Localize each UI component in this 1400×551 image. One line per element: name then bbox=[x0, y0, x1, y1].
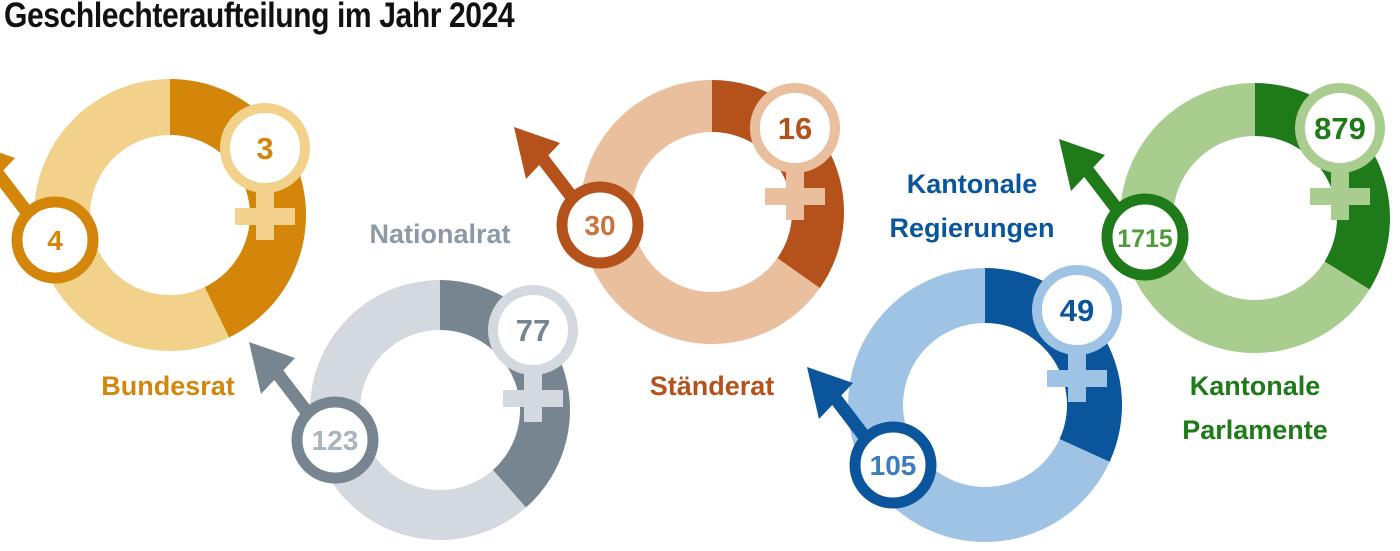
female-symbol-icon: 49 bbox=[1032, 265, 1122, 402]
chart-label: Kantonale bbox=[1190, 371, 1321, 401]
female-symbol-icon: 16 bbox=[750, 83, 840, 220]
female-count: 3 bbox=[256, 131, 273, 166]
male-symbol-icon: 105 bbox=[807, 367, 937, 509]
male-arrow-head bbox=[807, 367, 853, 419]
chart-label: Nationalrat bbox=[369, 219, 510, 249]
male-count: 4 bbox=[47, 225, 63, 256]
male-symbol-icon: 30 bbox=[514, 127, 644, 269]
male-segment bbox=[34, 79, 230, 351]
male-count: 123 bbox=[312, 425, 359, 456]
male-arrow-head bbox=[1059, 139, 1105, 191]
female-crossbar bbox=[1310, 188, 1370, 205]
chart-label: Parlamente bbox=[1182, 415, 1328, 445]
male-circle bbox=[556, 181, 644, 269]
male-count: 30 bbox=[584, 210, 615, 241]
male-segment bbox=[1120, 83, 1370, 353]
donut-kantonale-parlamente: 1715 879 Kantonale Parlamente bbox=[1059, 83, 1390, 445]
male-circle bbox=[11, 196, 99, 284]
female-count: 16 bbox=[778, 111, 812, 146]
donut-bundesrat: 4 3 Bundesrat bbox=[0, 79, 310, 401]
male-arrow-head bbox=[0, 152, 15, 174]
female-symbol-icon: 77 bbox=[488, 285, 578, 422]
donut-nationalrat: 123 77 Nationalrat bbox=[249, 219, 578, 541]
female-circle bbox=[1295, 83, 1385, 173]
chart-label: Kantonale bbox=[907, 169, 1038, 199]
female-crossbar bbox=[765, 188, 825, 205]
donut-kantonale-regierungen: 105 49 Kantonale Regierungen bbox=[807, 169, 1122, 542]
male-segment bbox=[580, 80, 820, 345]
male-arrow-shaft bbox=[0, 166, 32, 216]
female-crossbar bbox=[235, 208, 295, 225]
female-count: 77 bbox=[516, 313, 550, 348]
male-circle bbox=[849, 421, 937, 509]
female-count: 879 bbox=[1314, 111, 1366, 146]
female-circle bbox=[750, 83, 840, 173]
female-symbol-icon: 879 bbox=[1295, 83, 1385, 220]
male-symbol-icon: 123 bbox=[249, 342, 379, 484]
male-circle bbox=[1101, 193, 1189, 281]
male-symbol-icon: 4 bbox=[0, 152, 99, 284]
male-circle bbox=[291, 396, 379, 484]
female-symbol-icon: 3 bbox=[220, 103, 310, 240]
male-arrow-head bbox=[514, 127, 560, 179]
donut-ständerat: 30 16 Ständerat bbox=[514, 80, 845, 401]
chart-title: Geschlechteraufteilung im Jahr 2024 bbox=[4, 0, 515, 35]
female-count: 49 bbox=[1060, 293, 1094, 328]
male-arrow-head bbox=[249, 342, 295, 394]
male-segment bbox=[309, 280, 526, 541]
male-count: 105 bbox=[870, 450, 917, 481]
female-circle bbox=[488, 285, 578, 375]
male-symbol-icon: 1715 bbox=[1059, 139, 1189, 281]
chart-label: Bundesrat bbox=[101, 371, 235, 401]
male-count: 1715 bbox=[1117, 225, 1173, 253]
female-circle bbox=[1032, 265, 1122, 355]
chart-label: Ständerat bbox=[650, 371, 775, 401]
female-circle bbox=[220, 103, 310, 193]
female-crossbar bbox=[503, 390, 563, 407]
female-crossbar bbox=[1047, 370, 1107, 387]
chart-label: Regierungen bbox=[889, 213, 1054, 243]
